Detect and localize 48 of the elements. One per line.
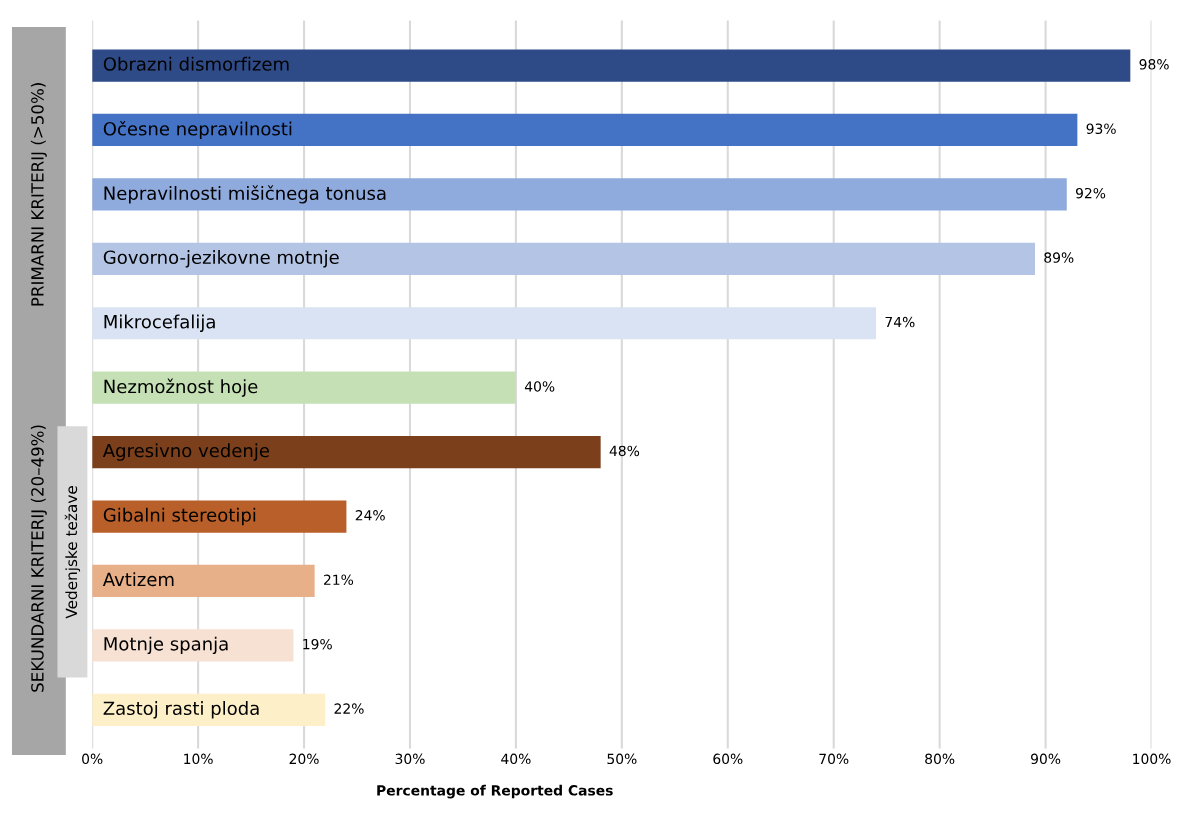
data-label: 93% (1086, 123, 1116, 135)
bar (92, 693, 326, 726)
data-label: 92% (1075, 187, 1106, 199)
bar (92, 436, 601, 469)
x-tick-label: 50% (607, 753, 637, 765)
y-tick-label: Motnje spanja (104, 636, 228, 655)
bar (92, 242, 1035, 275)
data-label: 22% (334, 703, 364, 714)
bar (92, 629, 294, 662)
x-tick-label: 80% (925, 753, 955, 765)
data-label: 24% (355, 510, 385, 521)
bar (92, 178, 1067, 211)
x-axis-title: Percentage of Reported Cases (377, 784, 613, 799)
x-tick-label: 60% (713, 753, 743, 765)
data-label: 48% (609, 445, 640, 457)
text: SEKUNDARNI KRITERIJ (20–49%) (30, 425, 47, 692)
x-tick-label: 100% (1133, 753, 1171, 765)
y-tick-label: Agresivno vedenje (102, 443, 270, 461)
text: PRIMARNI KRITERIJ (>50%) (30, 83, 47, 306)
y-tick-label: Nepravilnosti mišičnega tonusa (104, 185, 386, 204)
bar (92, 564, 315, 598)
data-label: 74% (885, 316, 915, 328)
y-tick-label: Obrazni dismorfizem (103, 56, 289, 71)
data-label: 21% (323, 574, 354, 585)
x-tick-label: 10% (184, 753, 213, 765)
data-label: 89% (1044, 252, 1074, 263)
bar (92, 307, 877, 340)
bar (92, 500, 347, 533)
data-label: 98% (1139, 59, 1169, 70)
y-tick-label: Gibalni stereotipi (103, 507, 256, 526)
x-tick-label: 40% (501, 753, 531, 765)
y-tick-label: Zastoj rasti ploda (103, 701, 259, 719)
y-tick-label: Nezmožnost hoje (104, 378, 258, 397)
bar (92, 113, 1078, 147)
data-label: 40% (524, 381, 555, 392)
x-tick-label: 20% (289, 753, 319, 765)
y-tick-label: Mikrocefalija (104, 314, 215, 332)
x-tick-label: 30% (395, 753, 425, 765)
x-tick-label: 0% (82, 753, 103, 765)
text: Vedenjske težave (64, 486, 81, 619)
y-tick-label: Očesne nepravilnosti (103, 120, 292, 140)
bar (92, 49, 1131, 82)
bar (92, 371, 516, 404)
x-tick-label: 70% (819, 753, 849, 765)
y-tick-label: Govorno-jezikovne motnje (103, 250, 339, 268)
data-label: 19% (303, 638, 332, 650)
x-tick-label: 90% (1031, 753, 1061, 765)
y-tick-label: Avtizem (102, 572, 174, 587)
